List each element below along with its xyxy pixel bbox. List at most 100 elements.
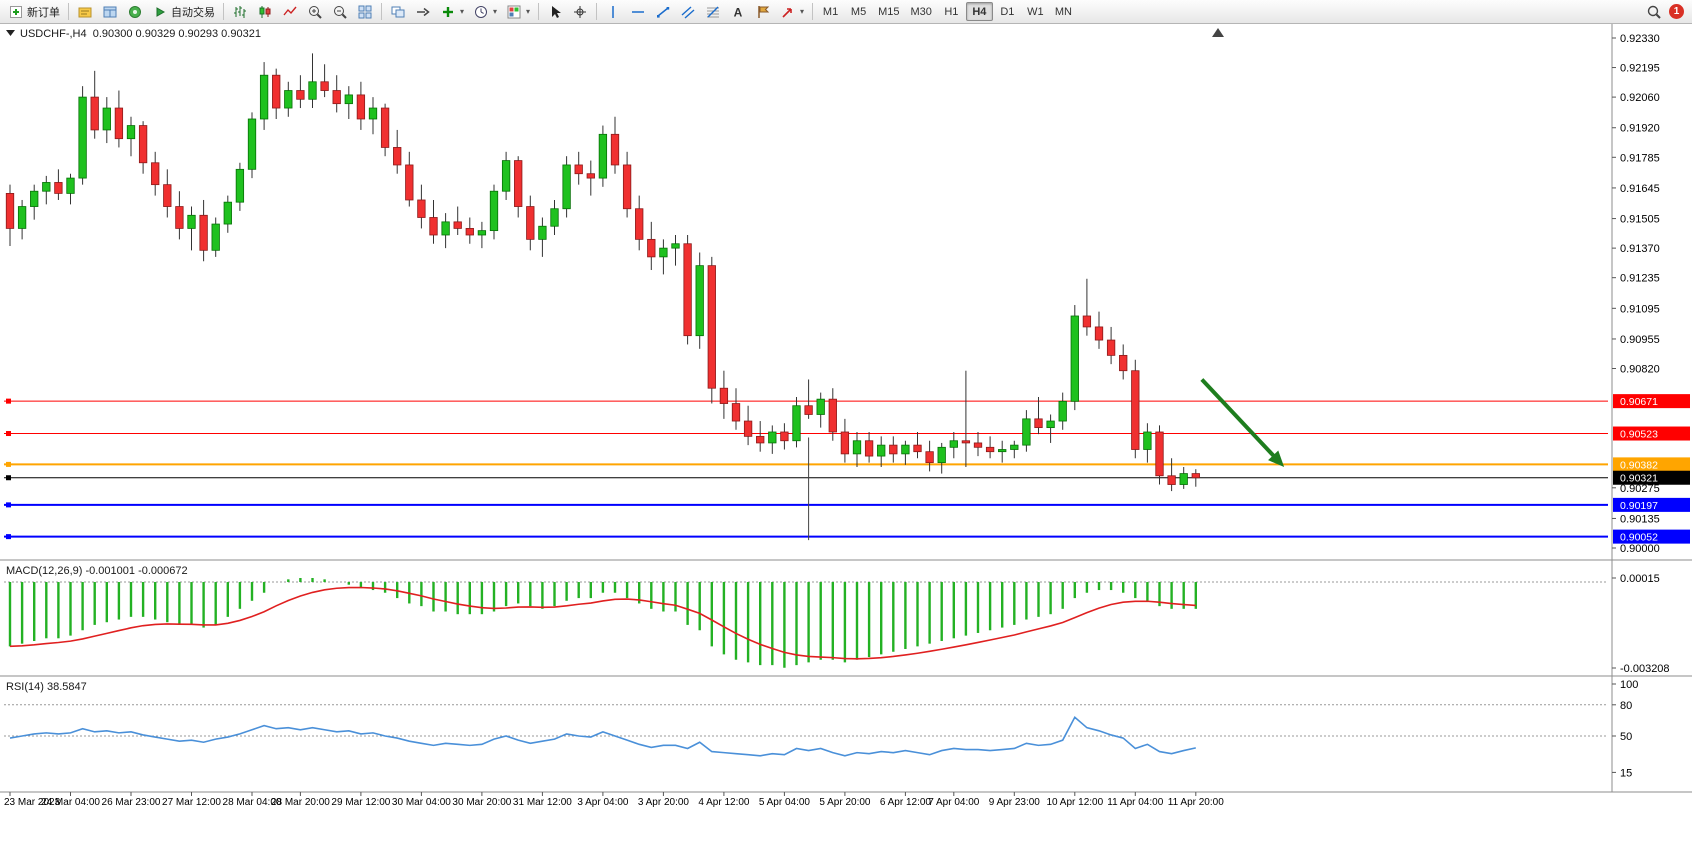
cursor-button[interactable] [543,2,567,22]
candle-body [114,107,124,140]
candle-body [901,444,910,455]
candle-body [574,164,583,175]
price-tick-label: 0.92330 [1620,33,1660,45]
candle-body [199,214,208,251]
candle-body [102,107,111,131]
price-marker [1613,470,1690,485]
candle-body [320,81,329,91]
time-tick-label: 10 Apr 12:00 [1046,797,1103,808]
navigator-button[interactable] [123,2,147,22]
chevron-down-icon: ▾ [526,6,531,16]
data-window-button[interactable] [98,2,122,22]
chevron-down-icon: ▾ [493,6,498,16]
notification-badge[interactable]: 1 [1669,4,1684,19]
navigator-icon [129,5,141,18]
market-watch-button[interactable] [73,2,97,22]
periods-button[interactable]: ▾ [469,2,501,22]
rsi-scale-label: 50 [1620,731,1632,743]
timeframe-h1-button[interactable]: H1 [938,2,965,21]
macd-scale-label: 0.00015 [1620,573,1660,585]
bar-chart-icon [234,5,246,18]
bar-chart-button[interactable] [228,2,252,22]
text-label-tool-button[interactable] [751,2,775,22]
candle-body [695,265,704,337]
trendline-tool-button[interactable] [651,2,675,22]
autotrading-button[interactable]: 自动交易 [148,2,219,22]
rsi-scale-label: 100 [1620,679,1638,691]
chart-shift-button[interactable] [411,2,435,22]
arrows-tool-button[interactable]: ▾ [776,2,808,22]
timeframe-m1-button[interactable]: M1 [817,2,844,21]
time-tick-label: 3 Apr 20:00 [638,797,690,808]
text-tool-button[interactable]: A [726,2,750,22]
templates-button[interactable]: ▾ [502,2,534,22]
candle-body [54,182,63,194]
candle-body [308,81,317,100]
new-order-icon [10,5,22,18]
autotrading-label: 自动交易 [171,6,215,19]
search-icon [1647,5,1661,19]
time-tick-label: 28 Mar 20:00 [271,797,330,808]
timeframe-d1-button[interactable]: D1 [994,2,1021,21]
timeframe-m5-button[interactable]: M5 [845,2,872,21]
chart-shift-marker[interactable] [1212,28,1224,37]
trend-arrow-annotation[interactable] [1200,378,1285,468]
candle-body [622,164,632,210]
clock-icon [475,5,488,18]
price-tick-label: 0.90275 [1620,483,1660,495]
separator [223,3,224,20]
macd-scale-label: -0.003208 [1620,663,1670,675]
chart-title: USDCHF-,H4 0.90300 0.90329 0.90293 0.903… [20,28,261,40]
line-chart-button[interactable] [278,2,302,22]
timeframe-h4-button[interactable]: H4 [965,2,993,21]
line-chart-icon [283,6,297,15]
candlestick-chart-button[interactable] [253,2,277,22]
horizontal-line-tool-button[interactable] [626,2,650,22]
price-axis[interactable]: 0.92330 0.92195 0.92060 0.91920 0.91785 0.916… [1612,33,1660,555]
candle-body [635,208,644,240]
timeframe-mn-button[interactable]: MN [1050,2,1077,21]
flag-label-icon [758,5,770,18]
price-tick-label: 0.91645 [1620,183,1660,195]
indicators-icon [443,6,453,17]
candle-body [17,206,27,229]
zoom-out-button[interactable] [328,2,352,22]
search-button[interactable] [1642,2,1666,22]
time-tick-label: 28 Mar 04:00 [223,797,282,808]
chart-canvas[interactable]: 0.92330 0.92195 0.92060 0.91920 0.91785 0.916… [0,24,1692,848]
crosshair-button[interactable] [568,2,592,22]
candle-body [1022,418,1031,446]
zoom-in-button[interactable] [303,2,327,22]
crosshair-icon [574,5,587,18]
time-tick-label: 27 Mar 12:00 [162,797,221,808]
candle-body [78,96,87,179]
one-click-trading-toggle[interactable] [6,30,15,36]
time-tick-label: 29 Mar 12:00 [331,797,390,808]
vertical-line-tool-button[interactable] [601,2,625,22]
toolbar: 新订单 自动交易 [0,0,1692,24]
candlestick-icon [259,5,271,18]
time-tick-label: 26 Mar 23:00 [102,797,161,808]
rsi-panel[interactable]: 100 80 50 15 [4,679,1638,779]
svg-text:A: A [734,5,743,19]
tile-windows-button[interactable] [353,2,377,22]
new-order-button[interactable]: 新订单 [4,2,64,22]
timeframe-w1-button[interactable]: W1 [1022,2,1049,21]
fibonacci-tool-button[interactable] [701,2,725,22]
macd-panel[interactable]: 0.00015 -0.003208 [4,573,1670,675]
channel-tool-button[interactable] [676,2,700,22]
level-handle [6,502,11,508]
candlesticks[interactable] [5,53,1200,492]
macd-signal-line [9,586,1196,660]
indicators-button[interactable]: ▾ [436,2,468,22]
price-levels[interactable]: 0.90671 0.90523 0.90382 0.90321 0.90197 0.900… [4,394,1690,544]
timeframe-m15-button[interactable]: M15 [873,2,904,21]
candle-body [610,133,620,166]
candle-body [126,125,136,140]
panel-borders [0,24,1692,793]
macd-label: MACD(12,26,9) -0.001001 -0.000672 [6,565,188,577]
candle-body [465,228,474,236]
timeframe-m30-button[interactable]: M30 [905,2,936,21]
arrange-charts-button[interactable] [386,2,410,22]
